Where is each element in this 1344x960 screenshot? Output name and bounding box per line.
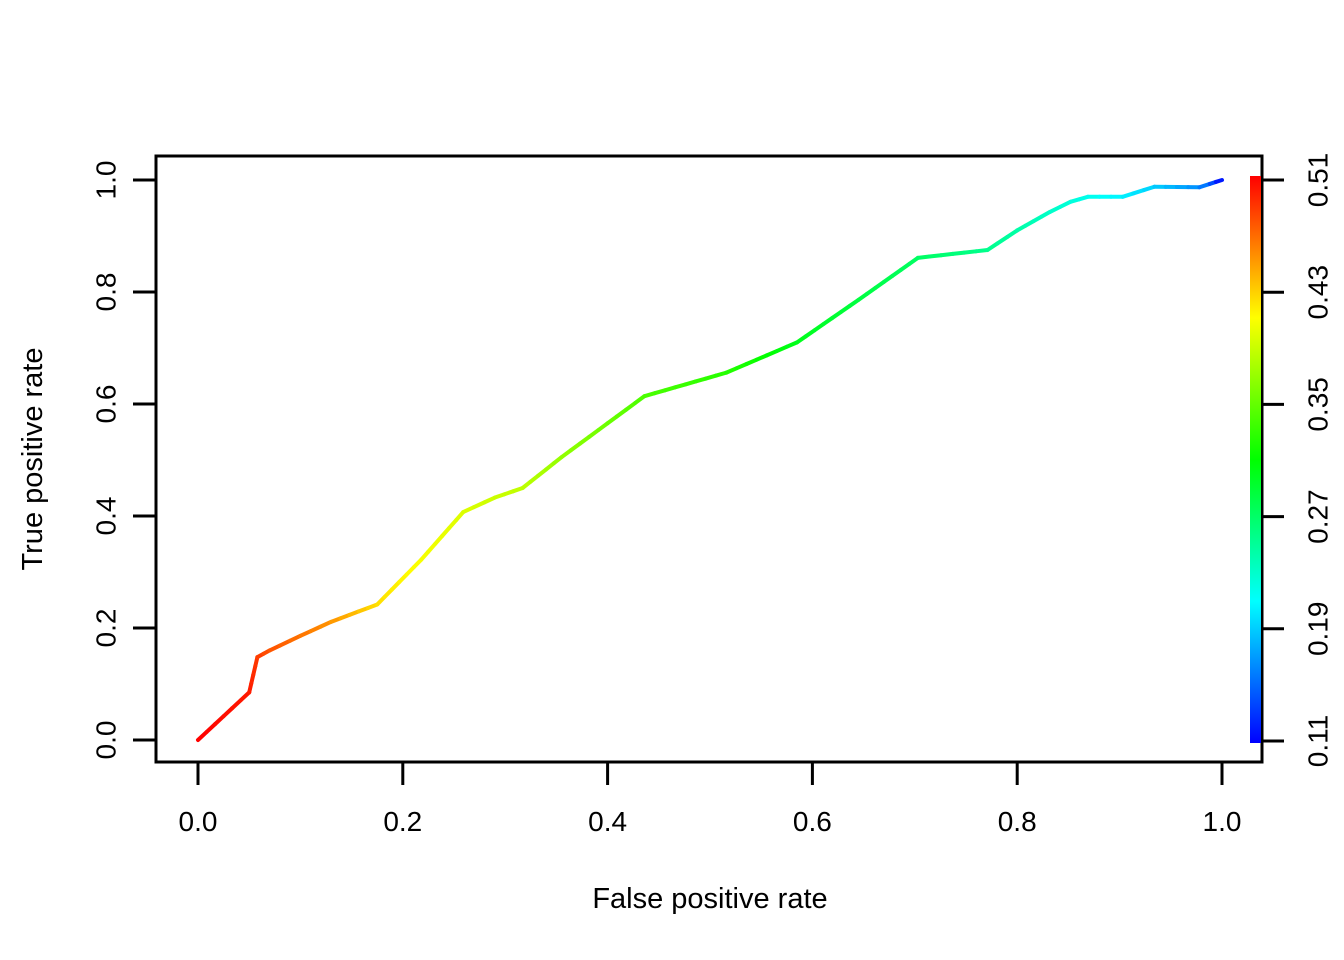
colorbar-tick-label: 0.51 xyxy=(1303,153,1334,208)
x-tick-label: 0.2 xyxy=(383,806,422,837)
y-tick-label: 0.6 xyxy=(91,385,122,424)
colorbar-tick-label: 0.27 xyxy=(1303,489,1334,544)
colorbar-legend: 0.51 0.43 0.35 0.27 0.19 0.11 xyxy=(1250,153,1334,767)
y-tick-label: 1.0 xyxy=(91,161,122,200)
x-tick-label: 0.6 xyxy=(793,806,832,837)
x-axis: 0.0 0.2 0.4 0.6 0.8 1.0 xyxy=(179,762,1242,837)
roc-curve xyxy=(196,178,1224,742)
roc-curve-segment xyxy=(1213,178,1224,184)
y-tick-label: 0.2 xyxy=(91,609,122,648)
y-tick-label: 0.4 xyxy=(91,497,122,536)
colorbar-tick-label: 0.11 xyxy=(1303,715,1334,767)
colorbar-tick-label: 0.35 xyxy=(1303,377,1334,432)
x-tick-label: 1.0 xyxy=(1203,806,1242,837)
colorbar-strip xyxy=(1250,176,1261,743)
y-tick-label: 0.0 xyxy=(91,721,122,760)
y-axis: 0.0 0.2 0.4 0.6 0.8 1.0 xyxy=(91,161,156,760)
x-tick-label: 0.0 xyxy=(179,806,218,837)
x-tick-label: 0.4 xyxy=(588,806,627,837)
plot-box-border xyxy=(154,154,1264,764)
colorbar-tick-label: 0.43 xyxy=(1303,265,1334,320)
y-axis-title: True positive rate xyxy=(17,348,49,571)
x-tick-label: 0.8 xyxy=(998,806,1037,837)
y-tick-label: 0.8 xyxy=(91,273,122,312)
colorbar-tick-label: 0.19 xyxy=(1303,602,1334,657)
x-axis-title: False positive rate xyxy=(592,883,827,915)
plot-box xyxy=(154,154,1264,764)
